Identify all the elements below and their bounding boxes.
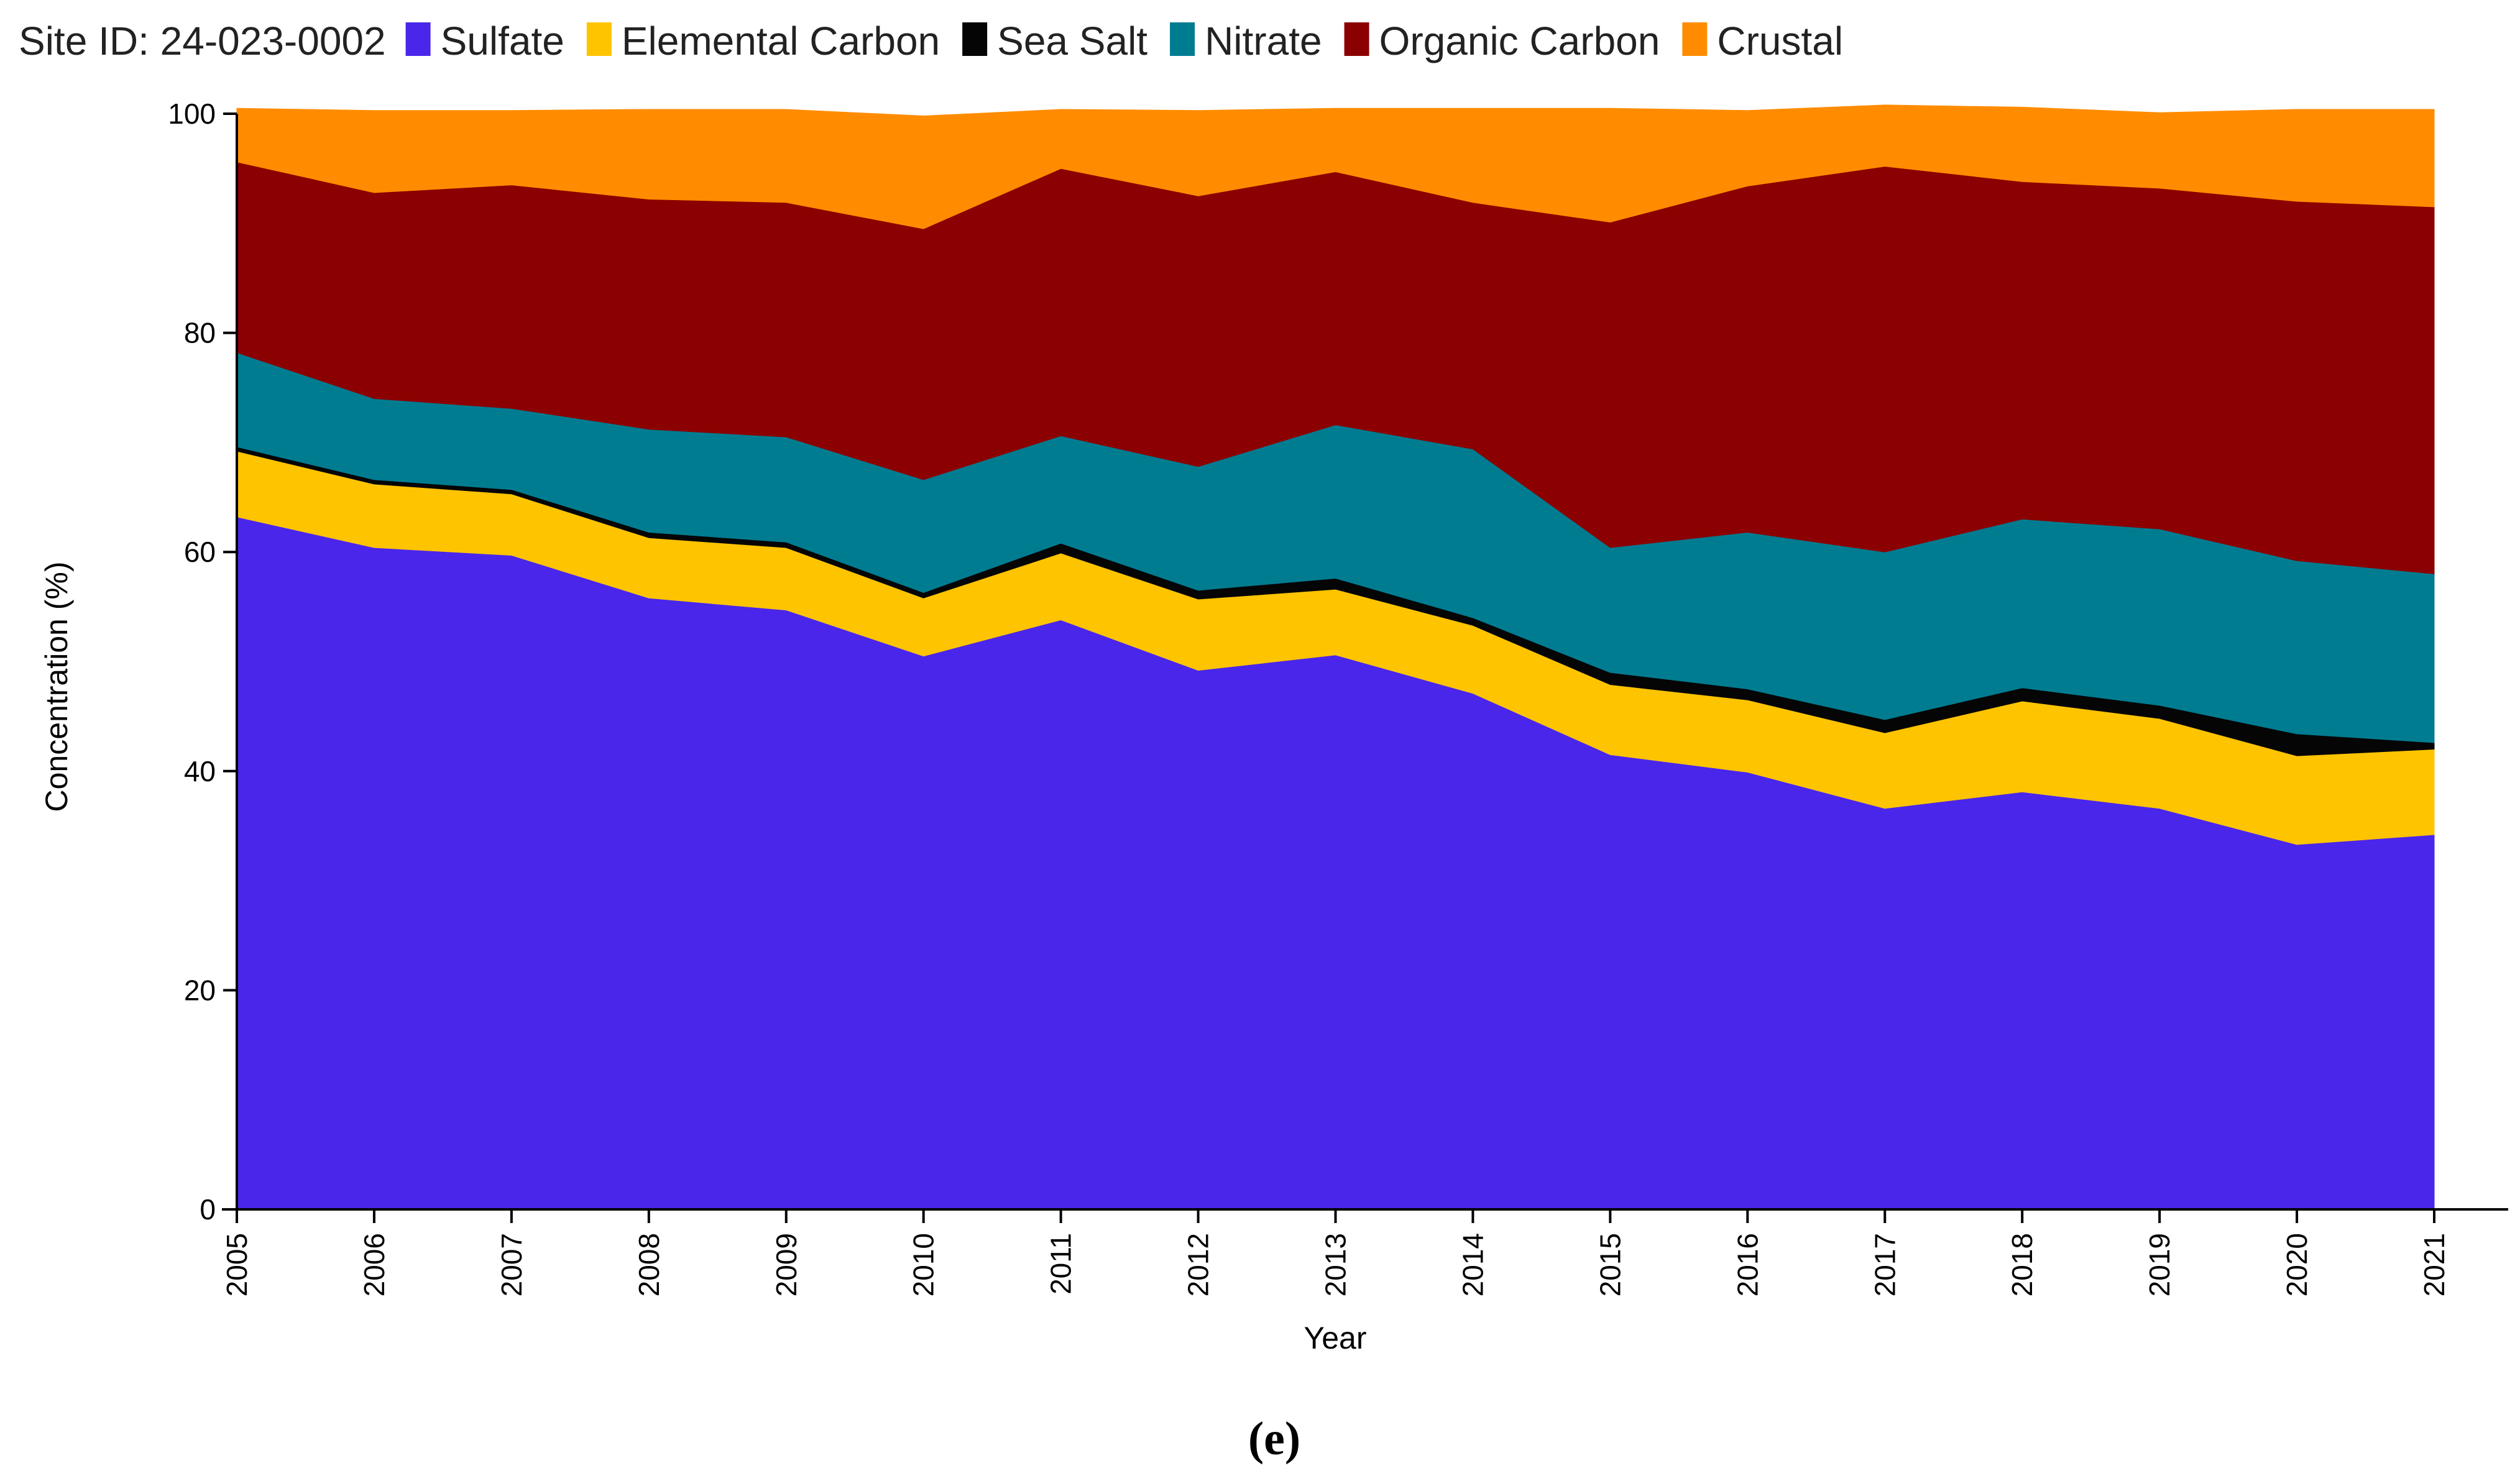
y-tick-label: 0 (200, 1193, 216, 1226)
x-tick-label: 2012 (1182, 1233, 1215, 1296)
x-tick-label: 2017 (1869, 1233, 1901, 1296)
legend-swatch-elemental-carbon (586, 22, 612, 56)
y-tick-label: 20 (184, 974, 216, 1006)
legend-label-sea-salt: Sea Salt (997, 19, 1147, 63)
chart-axes: 0 20 40 60 80 100 2005 2006 2007 2008 2009 2010 2011… (168, 98, 2508, 1296)
x-tick-label: 2021 (2418, 1233, 2450, 1296)
x-tick-label: 2009 (770, 1233, 802, 1296)
legend-label-elemental-carbon: Elemental Carbon (622, 19, 940, 63)
legend-label-nitrate: Nitrate (1205, 19, 1322, 63)
x-tick-label: 2008 (633, 1233, 665, 1296)
legend-label-crustal: Crustal (1717, 19, 1843, 63)
x-tick-label: 2019 (2143, 1233, 2176, 1296)
x-tick-label: 2007 (495, 1233, 528, 1296)
legend-label-organic-carbon: Organic Carbon (1379, 19, 1660, 63)
figure-caption: (e) (1248, 1413, 1300, 1465)
x-tick-label: 2006 (358, 1233, 390, 1296)
legend-swatch-crustal (1682, 22, 1708, 56)
legend-swatch-nitrate (1170, 22, 1195, 56)
x-tick-label: 2005 (221, 1233, 253, 1296)
legend-swatch-sulfate (405, 22, 431, 56)
legend-swatch-sea-salt (962, 22, 988, 56)
x-tick-label: 2018 (2006, 1233, 2038, 1296)
legend-swatch-organic-carbon (1344, 22, 1369, 56)
stacked-areas (236, 104, 2435, 1210)
y-tick-label: 80 (184, 317, 216, 349)
x-tick-label: 2010 (908, 1233, 940, 1296)
legend-label-sulfate: Sulfate (441, 19, 564, 63)
x-tick-label: 2016 (1731, 1233, 1764, 1296)
x-tick-label: 2011 (1045, 1233, 1077, 1295)
x-axis-title: Year (1304, 1321, 1366, 1355)
y-tick-label: 60 (184, 536, 216, 568)
x-tick-label: 2014 (1456, 1233, 1489, 1296)
y-axis-title: Concentration (%) (39, 562, 74, 812)
site-id-label: Site ID: 24-023-0002 (19, 19, 386, 63)
y-tick-label: 40 (184, 755, 216, 787)
y-tick-label: 100 (168, 98, 216, 130)
x-tick-label: 2013 (1320, 1233, 1352, 1296)
area-crustal (236, 104, 2435, 229)
x-tick-label: 2015 (1594, 1233, 1626, 1296)
chart-legend: Site ID: 24-023-0002 Sulfate Elemental Ca… (19, 19, 1843, 63)
x-tick-label: 2020 (2281, 1233, 2313, 1296)
